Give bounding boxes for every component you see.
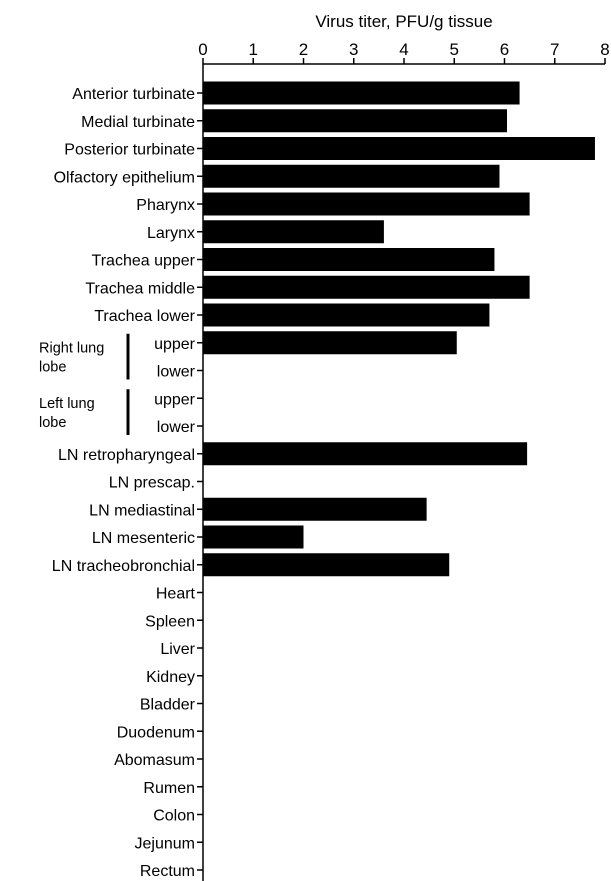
- category-labels: Anterior turbinate Medial turbinate Poster…: [52, 86, 196, 880]
- category-label: Trachea middle: [85, 280, 195, 297]
- bar: [203, 164, 500, 188]
- x-tick-label: 6: [500, 40, 509, 59]
- group-label-line1: Left lung: [39, 396, 95, 412]
- category-label: Colon: [153, 808, 195, 825]
- bar: [203, 442, 528, 466]
- category-label: LN tracheobronchial: [52, 558, 195, 575]
- row-groups: Right lung lobe Left lung lobe: [39, 333, 130, 435]
- x-tick-label: 5: [450, 40, 459, 59]
- category-label: LN prescap.: [109, 475, 195, 492]
- category-label: Jejunum: [135, 835, 195, 852]
- bar: [203, 192, 530, 216]
- x-tick-label: 1: [249, 40, 258, 59]
- category-label: Olfactory epithelium: [54, 169, 195, 186]
- category-label: Liver: [160, 641, 195, 658]
- x-tick-label: 0: [198, 40, 207, 59]
- category-label: Rectum: [140, 863, 195, 880]
- category-label: Anterior turbinate: [72, 86, 195, 103]
- category-label: Abomasum: [114, 752, 195, 769]
- bar: [203, 248, 495, 271]
- x-tick-label: 3: [349, 40, 358, 59]
- category-label: upper: [154, 391, 196, 408]
- x-tick-label: 7: [550, 40, 559, 59]
- category-label: Posterior turbinate: [64, 142, 195, 159]
- bar: [203, 553, 450, 577]
- category-label: LN retropharyngeal: [58, 447, 195, 464]
- x-tick-label: 4: [399, 40, 408, 59]
- bar: [203, 137, 595, 160]
- category-label: LN mesenteric: [92, 530, 195, 547]
- category-label: Rumen: [143, 780, 195, 797]
- category-label: Pharynx: [136, 197, 195, 214]
- category-label: lower: [157, 364, 196, 381]
- x-tick-label: 2: [299, 40, 308, 59]
- bar: [203, 525, 304, 549]
- bar: [203, 220, 384, 244]
- category-label: LN mediastinal: [89, 502, 195, 519]
- bar: [203, 275, 530, 299]
- category-label: Trachea lower: [94, 308, 195, 325]
- bar: [203, 81, 520, 105]
- category-label: lower: [157, 419, 196, 436]
- bar: [203, 303, 490, 327]
- category-label: Bladder: [140, 697, 196, 714]
- category-label: Larynx: [147, 225, 195, 242]
- category-label: Duodenum: [117, 724, 195, 741]
- group-label-line2: lobe: [39, 360, 66, 376]
- category-label: Medial turbinate: [81, 114, 195, 131]
- bar: [203, 109, 508, 133]
- bar: [203, 331, 457, 355]
- bars: [203, 81, 595, 577]
- x-axis-label: Virus titer, PFU/g tissue: [315, 12, 492, 31]
- category-label: Heart: [156, 586, 196, 603]
- x-tick-label: 8: [600, 40, 609, 59]
- category-label: upper: [154, 336, 196, 353]
- category-label: Spleen: [145, 613, 195, 630]
- group-label-line1: Right lung: [39, 341, 104, 357]
- category-label: Kidney: [146, 669, 195, 686]
- category-label: Trachea upper: [92, 253, 196, 270]
- bar: [203, 497, 427, 521]
- group-label-line2: lobe: [39, 415, 66, 431]
